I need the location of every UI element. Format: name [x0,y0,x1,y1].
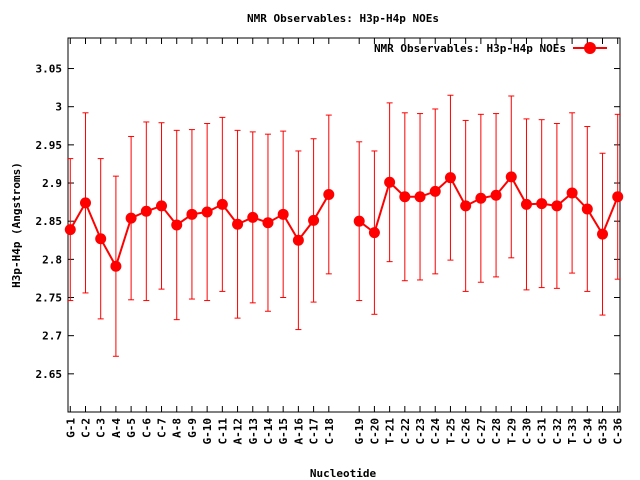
x-tick-label: T-21 [384,418,397,445]
x-tick-label: C-36 [612,418,625,445]
data-point [247,211,259,223]
data-point [323,188,335,200]
x-tick-label: C-28 [490,418,503,445]
x-tick-label: C-23 [414,418,427,445]
x-tick-label: C-26 [460,418,473,445]
data-point [308,214,320,226]
data-point [429,185,441,197]
x-tick-label: C-31 [536,418,549,445]
series-points [64,171,624,272]
y-axis: 2.65 2.7 2.75 2.8 2.85 2.9 2.95 3 3.05 [36,63,620,381]
data-point [216,198,228,210]
x-tick-label: G-19 [353,418,366,445]
data-point [262,217,274,229]
data-point [399,191,411,203]
data-point [384,176,396,188]
x-axis: G-1 C-2 C-3 A-4 G-5 C-6 C-7 A-8 G-9 G-10 C-11 A-12 G… [64,38,625,445]
y-axis-label: H3p-H4p (Angstroms) [10,162,23,288]
y-tick-label: 2.9 [42,177,62,190]
data-point [551,200,563,212]
data-point [566,187,578,199]
data-point [186,208,198,220]
data-point [110,260,122,272]
data-point [125,212,137,224]
x-tick-label: A-16 [292,418,305,445]
y-tick-label: 2.65 [36,368,63,381]
x-tick-label: C-2 [79,418,92,438]
y-tick-label: 2.95 [36,139,63,152]
series-line [358,175,619,237]
data-point [475,192,487,204]
x-tick-label: T-25 [444,418,457,445]
x-tick-label: G-15 [277,418,290,445]
x-tick-label: T-33 [566,418,579,445]
y-tick-label: 2.85 [36,215,63,228]
data-point [95,233,107,245]
data-point [64,224,76,236]
x-tick-label: G-5 [125,418,138,438]
x-tick-label: C-24 [429,418,442,445]
data-point [536,198,548,210]
data-point [460,200,472,212]
y-tick-label: 2.8 [42,253,62,266]
x-tick-label: C-27 [475,418,488,445]
x-tick-label: C-20 [368,418,381,445]
chart-title: NMR Observables: H3p-H4p NOEs [247,12,439,25]
x-tick-label: C-18 [323,418,336,445]
data-point [201,206,213,218]
x-tick-label: C-34 [581,418,594,445]
plot-frame [67,37,621,413]
data-point [277,208,289,220]
x-tick-label: C-14 [262,418,275,445]
data-point [140,205,152,217]
x-tick-label: C-7 [156,418,169,438]
data-point [79,197,91,209]
data-point [520,198,532,210]
data-point [232,218,244,230]
series-line [69,193,330,269]
data-point [156,200,168,212]
x-tick-label: C-6 [140,418,153,438]
x-tick-label: A-8 [171,418,184,438]
y-tick-label: 2.75 [36,292,63,305]
data-point [368,227,380,239]
x-tick-label: C-3 [95,418,108,438]
y-tick-label: 3 [55,101,62,114]
error-bars [67,94,621,357]
data-point [581,203,593,215]
data-point [612,191,624,203]
x-tick-label: G-13 [247,418,260,445]
data-point [353,215,365,227]
data-point [597,228,609,240]
x-tick-label: G-35 [597,418,610,445]
data-point [490,189,502,201]
x-tick-label: C-11 [216,418,229,445]
x-tick-label: T-29 [505,418,518,445]
data-point [292,234,304,246]
x-tick-label: C-22 [399,418,412,445]
legend-label: NMR Observables: H3p-H4p NOEs [374,42,566,55]
data-point [414,191,426,203]
x-tick-label: A-12 [232,418,245,445]
legend-marker [584,42,596,54]
x-tick-label: A-4 [110,418,123,438]
series-lines [69,175,619,269]
x-tick-label: G-9 [186,418,199,438]
x-tick-label: C-30 [520,418,533,445]
y-tick-label: 3.05 [36,63,63,76]
legend: NMR Observables: H3p-H4p NOEs [374,42,607,55]
x-tick-label: G-1 [64,418,77,438]
x-tick-label: C-17 [308,418,321,445]
x-tick-label: C-32 [551,418,564,445]
data-point [505,171,517,183]
data-point [171,219,183,231]
x-tick-label: G-10 [201,418,214,445]
x-axis-label: Nucleotide [310,467,377,480]
y-tick-label: 2.7 [42,330,62,343]
data-point [444,172,456,184]
